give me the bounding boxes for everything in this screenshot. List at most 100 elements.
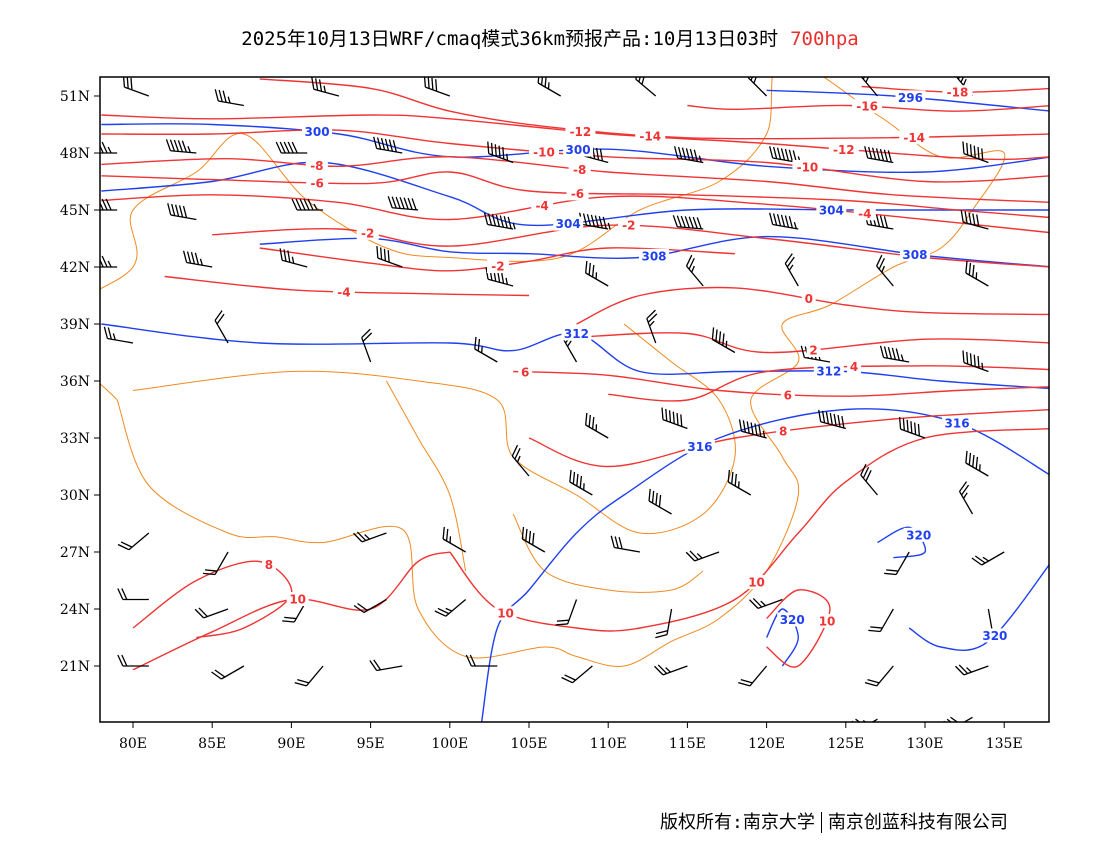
wind-barb: [167, 203, 197, 221]
wind-barb: [214, 310, 229, 344]
temperature-contour-label: 10: [819, 614, 836, 628]
height-contour-line: [908, 563, 1049, 652]
wind-barb: [487, 141, 514, 164]
height-contour-label: 316: [945, 416, 970, 430]
wind-barb: [727, 469, 752, 496]
wind-barb: [117, 654, 149, 667]
label-bg: [903, 527, 934, 542]
label-bg: [776, 423, 791, 438]
wind-barb: [117, 532, 150, 551]
height-contour-label: 316: [687, 440, 712, 454]
wind-barb: [369, 659, 403, 672]
temperature-contour-label: 10: [289, 593, 306, 607]
wind-barb: [165, 139, 197, 154]
temperature-contour-line: [687, 104, 1049, 112]
temperature-contour-label: -16: [856, 100, 878, 114]
wind-barb: [376, 246, 403, 268]
wind-barb: [122, 77, 150, 97]
wind-barb: [738, 419, 767, 439]
wind-barb: [884, 551, 910, 576]
label-bg: [518, 364, 533, 379]
temperature-contour-label: -4: [858, 207, 871, 221]
wind-barb: [955, 664, 989, 676]
label-bg: [302, 124, 333, 139]
lon-tick-label: 105E: [511, 736, 548, 752]
temperature-contour-label: 6: [784, 388, 792, 402]
label-bg: [852, 99, 883, 114]
label-bg: [777, 612, 808, 627]
label-bg: [816, 202, 847, 217]
height-contour-line: [766, 89, 1049, 112]
wind-barb: [311, 77, 340, 97]
wind-barb: [387, 196, 419, 211]
temperature-contour-line: [101, 156, 1049, 203]
lat-tick-label: 36N: [60, 374, 90, 390]
height-contour-label: 304: [819, 203, 844, 217]
company-name: 南京创蓝科技有限公司: [820, 812, 1008, 833]
wind-barb: [749, 597, 783, 610]
contour-labels: 296 300 300 304 304 308 308 312 312 316 316 320 320 3…: [261, 85, 1010, 643]
label-bg: [979, 628, 1010, 643]
label-bg: [792, 159, 823, 174]
temperature-contour-label: -10: [533, 146, 555, 160]
wind-barb: [685, 550, 720, 562]
label-bg: [813, 363, 844, 378]
height-contour-label: 320: [906, 528, 931, 542]
label-bg: [942, 85, 973, 100]
label-bg: [847, 359, 862, 374]
label-bg: [531, 198, 554, 213]
temperature-contour-line: [576, 332, 1049, 354]
wind-barb: [465, 654, 498, 667]
label-bg: [494, 606, 517, 621]
lat-tick-label: 39N: [60, 317, 90, 333]
label-bg: [828, 142, 859, 157]
title-text: 2025年10月13日WRF/cmaq模式36km预报产品:10月13日03时: [241, 28, 779, 50]
wind-barb: [879, 345, 910, 363]
label-bg: [332, 285, 355, 300]
wind-barb: [960, 210, 989, 230]
label-bg: [568, 162, 591, 177]
wind-barb: [100, 255, 118, 268]
wind-barb: [279, 248, 308, 268]
lon-tick-label: 125E: [827, 736, 864, 752]
temperature-contour-label: -12: [833, 143, 855, 157]
temperature-contour-label: -2: [361, 226, 374, 240]
temperature-contour-line: [101, 114, 1049, 161]
wind-barb: [738, 665, 768, 687]
label-bg: [942, 415, 973, 430]
lat-tick-label: 51N: [60, 89, 90, 105]
lon-tick-label: 95E: [357, 736, 385, 752]
wind-barb: [898, 417, 926, 439]
province-borders: [100, 77, 1006, 667]
footer: 版权所有:南京大学 南京创蓝科技有限公司: [660, 808, 1014, 834]
height-contour-label: 308: [641, 249, 666, 263]
temperature-contour-label: -4: [535, 199, 548, 213]
lat-tick-label: 24N: [60, 602, 90, 618]
label-bg: [286, 592, 309, 607]
temperature-contour-label: -8: [573, 163, 586, 177]
wind-barb: [103, 326, 134, 344]
label-bg: [780, 387, 795, 402]
label-bg: [853, 206, 876, 221]
temperature-contour-label: -6: [311, 177, 324, 191]
label-bg: [561, 326, 592, 341]
temperature-contour-label: 4: [850, 360, 858, 374]
wind-barb: [860, 77, 878, 97]
height-contour-line: [101, 323, 1049, 390]
lat-tick-label: 27N: [60, 545, 90, 561]
wind-barb: [818, 409, 846, 430]
label-bg: [806, 342, 821, 357]
wind-barb: [373, 136, 403, 154]
lat-tick-label: 33N: [60, 431, 90, 447]
label-bg: [528, 145, 559, 160]
wind-barb: [965, 450, 989, 477]
lon-tick-label: 110E: [590, 736, 627, 752]
height-contour-label: 300: [305, 125, 330, 139]
temperature-contour-label: -6: [571, 187, 584, 201]
temperature-contour-label: -14: [903, 131, 925, 145]
height-contour-label: 296: [898, 91, 923, 105]
label-bg: [486, 259, 509, 274]
temperature-contour-label: -4: [337, 286, 350, 300]
wind-barb: [182, 250, 213, 268]
wind-barb: [474, 336, 498, 363]
